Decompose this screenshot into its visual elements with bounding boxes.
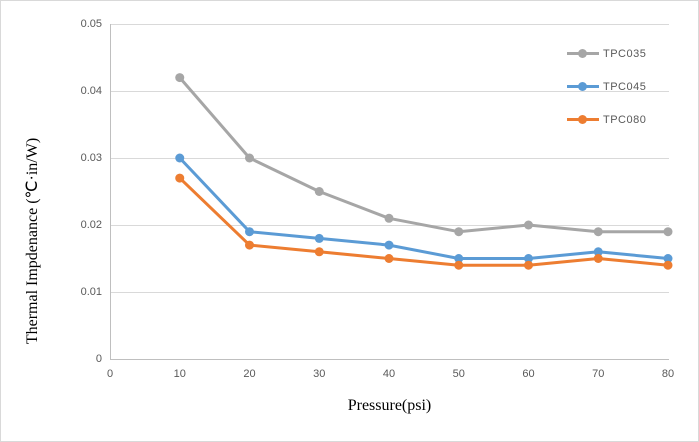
legend-item-tpc080: TPC080	[567, 103, 646, 136]
data-point-marker-tpc080	[314, 247, 324, 257]
legend: TPC035 TPC045 TPC080	[567, 37, 646, 136]
series-line-tpc080	[178, 176, 670, 267]
plot-series-svg	[175, 73, 673, 270]
legend-label: TPC045	[603, 80, 647, 93]
data-point-marker-tpc035	[384, 213, 394, 223]
data-point-marker-tpc035	[524, 220, 533, 230]
legend-swatch-icon	[567, 82, 599, 91]
x-tick-label: 60	[522, 368, 535, 380]
data-point-marker-tpc035	[314, 187, 324, 196]
data-point-marker-tpc080	[384, 254, 394, 263]
data-point-marker-tpc080	[593, 254, 603, 263]
gridline	[110, 91, 669, 92]
y-tick-label: 0.02	[80, 219, 102, 231]
data-point-marker-tpc035	[593, 227, 603, 237]
data-point-marker-tpc045	[384, 240, 394, 250]
plot-area	[110, 24, 673, 359]
x-tick-label: 20	[243, 368, 256, 380]
x-tick-label: 40	[382, 368, 396, 380]
x-tick-label: 10	[173, 368, 186, 380]
legend-label: TPC080	[603, 113, 647, 126]
y-tick-label: 0.01	[80, 286, 102, 298]
data-point-marker-tpc080	[454, 260, 464, 270]
legend-item-tpc045: TPC045	[567, 70, 646, 103]
data-point-marker-tpc045	[175, 153, 185, 163]
data-point-marker-tpc045	[524, 254, 533, 263]
y-tick-label: 0.04	[80, 85, 102, 97]
y-axis-title: Thermal Impdenance (℃·in/W)	[24, 137, 41, 345]
data-point-marker-tpc080	[663, 260, 673, 270]
x-axis-title: Pressure(psi)	[347, 397, 432, 414]
data-point-marker-tpc035	[175, 73, 185, 83]
legend-label: TPC035	[603, 47, 647, 60]
x-tick-label: 80	[661, 368, 675, 380]
data-point-marker-tpc045	[245, 227, 254, 237]
series-line-tpc035	[178, 76, 670, 234]
data-point-marker-tpc080	[175, 173, 185, 183]
x-tick-label: 0	[106, 368, 114, 380]
legend-marker-icon	[578, 82, 587, 91]
gridline	[110, 292, 669, 293]
data-point-marker-tpc080	[524, 260, 533, 270]
x-axis-line	[110, 359, 669, 360]
data-point-marker-tpc080	[245, 240, 254, 250]
data-point-marker-tpc045	[454, 254, 464, 263]
data-point-marker-tpc035	[663, 227, 673, 237]
legend-item-tpc035: TPC035	[567, 37, 646, 70]
x-tick-label: 50	[452, 368, 465, 380]
legend-swatch-icon	[567, 49, 599, 58]
series-line-tpc045	[178, 156, 670, 260]
y-tick-label: 0.05	[80, 18, 102, 30]
y-tick-label: 0.03	[80, 152, 102, 164]
gridline	[110, 225, 669, 226]
legend-marker-icon	[578, 115, 587, 124]
data-point-marker-tpc035	[245, 153, 254, 163]
gridline	[110, 24, 669, 25]
data-point-marker-tpc045	[314, 233, 324, 243]
data-point-marker-tpc045	[663, 254, 673, 263]
legend-marker-icon	[578, 49, 587, 58]
data-point-marker-tpc035	[454, 227, 464, 237]
gridline	[110, 158, 669, 159]
data-point-marker-tpc045	[593, 247, 603, 257]
y-tick-label: 0	[95, 353, 102, 365]
x-tick-label: 30	[313, 368, 326, 380]
y-axis-line	[110, 24, 111, 360]
legend-swatch-icon	[567, 115, 599, 124]
x-tick-label: 70	[592, 368, 605, 380]
